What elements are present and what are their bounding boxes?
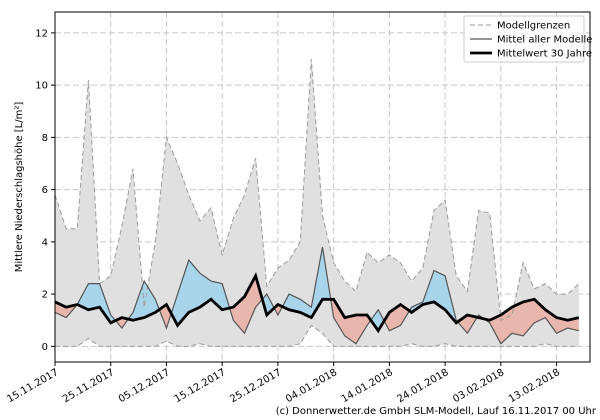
x-tick-label: 05.12.2017 xyxy=(117,367,172,405)
model-mean-line xyxy=(55,246,579,345)
x-tick-label: 13.02.2018 xyxy=(507,367,562,405)
legend-label: Mittelwert 30 Jahre xyxy=(497,49,592,60)
range-lower xyxy=(55,324,579,347)
y-tick-label: 6 xyxy=(42,185,48,196)
x-tick-label: 14.01.2018 xyxy=(340,367,395,405)
x-tick-label: 24.01.2018 xyxy=(396,367,451,405)
y-tick-label: 4 xyxy=(42,237,48,248)
legend-label: Modellgrenzen xyxy=(497,21,570,32)
x-tick-label: 15.12.2017 xyxy=(173,367,228,405)
above-normal-fill xyxy=(55,247,579,331)
plot-area xyxy=(55,58,580,347)
y-tick-label: 8 xyxy=(42,133,48,144)
y-tick-label: 2 xyxy=(42,290,48,301)
x-tick-label: 03.02.2018 xyxy=(451,367,506,405)
legend-label: Mittel aller Modelle xyxy=(497,35,592,46)
y-axis-label: Mittlere Niederschlagshöhe [L/m²] xyxy=(14,102,25,273)
x-tick-label: 15.11.2017 xyxy=(5,367,60,405)
plot-frame xyxy=(54,11,591,363)
y-tick-label: 12 xyxy=(35,28,48,39)
y-tick-label: 0 xyxy=(42,342,48,353)
footer: (c) Donnerwetter.de GmbH SLM-Modell, Lau… xyxy=(276,406,597,417)
legend-box xyxy=(463,15,585,63)
y-tick-label: 10 xyxy=(35,81,48,92)
climate-mean-line xyxy=(55,272,580,334)
range-upper xyxy=(55,58,580,321)
x-tick-label: 25.11.2017 xyxy=(61,367,116,405)
x-tick-label: 25.12.2017 xyxy=(228,367,283,405)
x-tick-label: 04.01.2018 xyxy=(284,367,339,405)
